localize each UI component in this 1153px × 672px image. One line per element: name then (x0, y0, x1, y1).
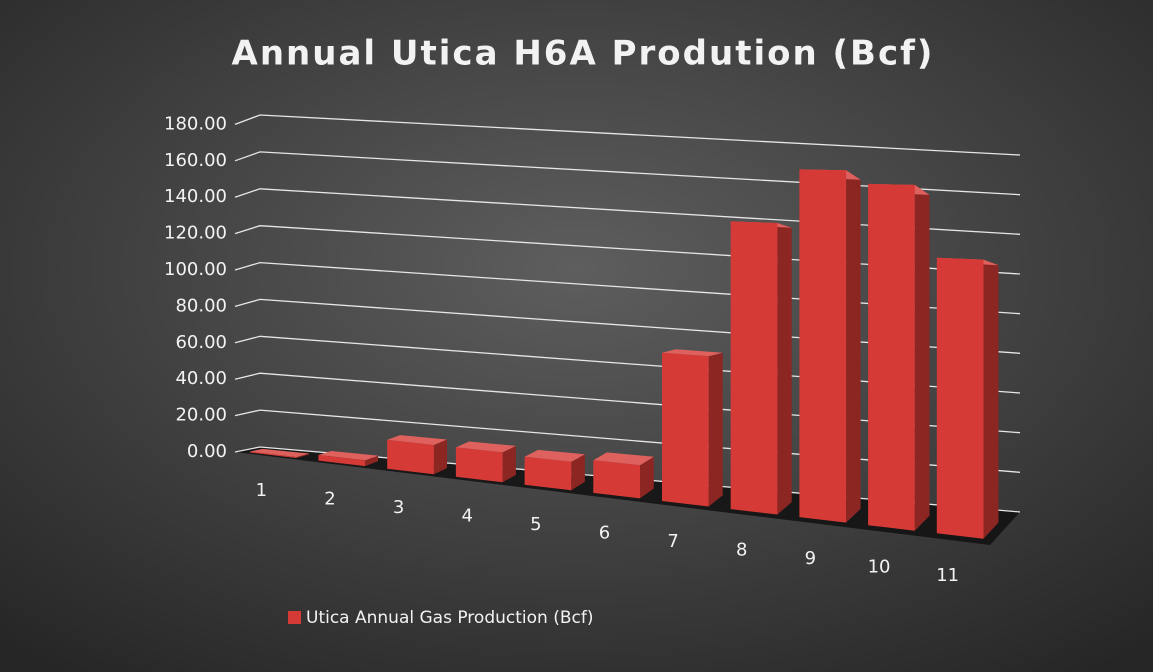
bar (799, 169, 861, 523)
bar-side (296, 453, 310, 458)
bar-front (455, 447, 503, 483)
bar-front (249, 451, 297, 458)
bar-top (249, 448, 310, 458)
x-tick-label: 6 (599, 523, 610, 544)
x-tick-label: 10 (868, 556, 891, 577)
bar-front (387, 439, 434, 475)
chart-title: Annual Utica H6A Prodution (Bcf) (232, 34, 935, 74)
bar-front (318, 455, 366, 467)
y-tick-label: 40.00 (175, 368, 227, 389)
y-tick-label: 60.00 (175, 332, 227, 353)
y-tick-label: 120.00 (164, 223, 227, 244)
bar-top (593, 452, 654, 466)
bar-front (593, 460, 640, 499)
bar-top (455, 441, 516, 453)
bar (249, 448, 310, 458)
bar-top (524, 449, 585, 462)
x-tick-label: 11 (936, 565, 959, 586)
y-tick-label: 180.00 (164, 113, 227, 134)
bar-front (524, 456, 572, 491)
y-tick-label: 80.00 (175, 295, 227, 316)
bar-side (571, 454, 585, 491)
bar (662, 349, 723, 507)
bar (593, 452, 654, 499)
y-tick-label: 100.00 (164, 259, 227, 280)
x-tick-label: 1 (256, 480, 267, 501)
x-tick-label: 9 (805, 548, 816, 569)
bar-side (433, 439, 447, 475)
bar-side (640, 456, 654, 499)
bar (387, 435, 447, 475)
grid-line (234, 151, 1021, 196)
bar-front (730, 221, 778, 515)
legend-label: Utica Annual Gas Production (Bcf) (306, 608, 593, 628)
x-tick-label: 7 (667, 531, 678, 552)
grid-line (234, 114, 1021, 156)
bar-side (502, 445, 516, 483)
bar-front (662, 352, 709, 507)
bar (318, 451, 379, 467)
bar-top (318, 451, 379, 461)
bar (730, 221, 792, 515)
bar-front (799, 169, 847, 523)
bar-front (868, 183, 915, 531)
x-tick-label: 4 (462, 506, 473, 527)
x-tick-label: 8 (736, 539, 747, 560)
x-tick-label: 5 (530, 514, 541, 535)
bar-side (846, 170, 861, 523)
x-tick-label: 3 (393, 497, 404, 518)
legend-swatch (288, 611, 301, 624)
bar-top (662, 349, 723, 357)
y-tick-label: 0.00 (187, 441, 227, 462)
bar-front (936, 257, 984, 539)
x-tick-label: 2 (324, 489, 335, 510)
bar (868, 183, 930, 531)
bar-side (983, 259, 999, 539)
bar-side (708, 352, 723, 507)
bar-side (777, 223, 792, 515)
bar-side (914, 184, 930, 531)
bar (455, 441, 516, 483)
bar (524, 449, 585, 491)
y-tick-label: 160.00 (164, 150, 227, 171)
grid-line (234, 188, 1021, 235)
bar-top (387, 435, 447, 445)
bar (936, 257, 999, 539)
y-tick-label: 20.00 (175, 405, 227, 426)
y-tick-label: 140.00 (164, 186, 227, 207)
bar-side (365, 455, 379, 467)
